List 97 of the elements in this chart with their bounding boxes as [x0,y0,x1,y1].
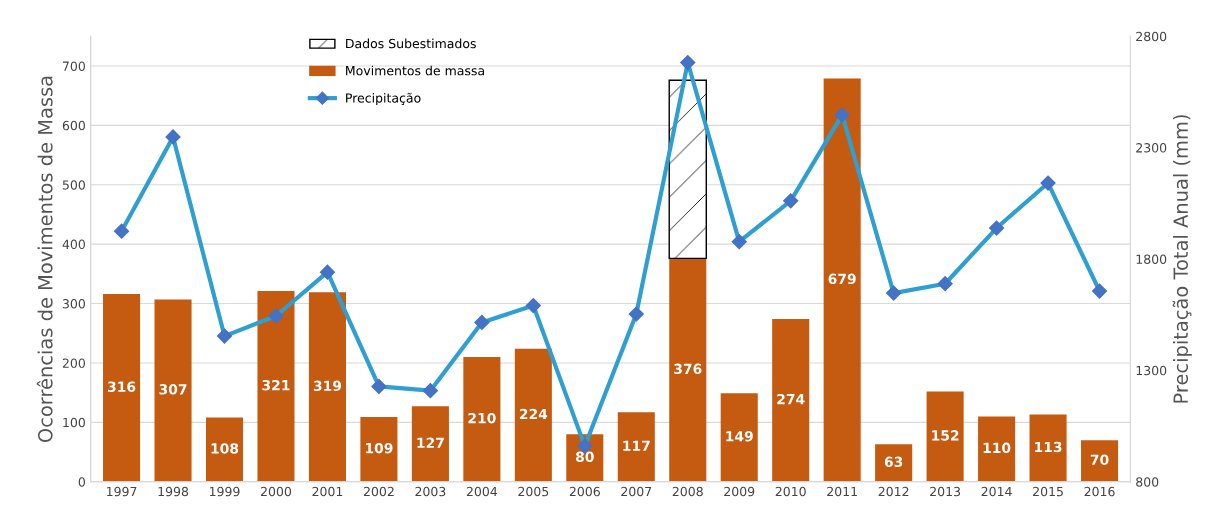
data-label: 63 [884,456,903,468]
point [371,378,387,394]
point [319,264,336,280]
bar [411,406,449,482]
bar [668,79,707,260]
data-label: 376 [674,363,702,375]
x-tick-label: 2001 [312,486,343,497]
x-tick-label: 2005 [518,486,549,497]
bar [669,258,707,482]
data-label: 113 [1035,441,1062,453]
data-label: 149 [726,431,753,442]
y-tick-label: 600 [62,120,85,131]
y2-tick-label: 2800 [1136,31,1167,42]
bar [875,444,913,482]
point [834,107,850,123]
data-label: 152 [932,430,959,441]
point [1040,175,1056,191]
x-tick-label: 2011 [827,486,857,497]
data-label: 274 [777,393,805,405]
data-label: 319 [313,380,342,392]
y-tick-label: 400 [62,239,85,250]
point [937,276,953,292]
bar [514,348,552,482]
y-tick-label: 0 [78,477,85,487]
bar [257,291,295,482]
bar [720,393,758,482]
bar [772,318,810,482]
x-tick-label: 2006 [569,486,600,497]
y2-tick-label: 800 [1136,477,1159,487]
point [525,297,541,314]
x-tick-label: 1998 [158,486,189,497]
bar [617,412,655,482]
point [731,234,747,250]
data-label: 117 [623,440,650,451]
point [989,220,1005,236]
data-label: 110 [983,442,1011,454]
y-tick-label: 700 [62,61,85,71]
data-label: 210 [468,412,496,424]
point [783,193,799,209]
point [886,285,902,301]
legend-label: Precipitação [346,92,421,106]
point [165,129,181,145]
x-tick-label: 1997 [107,486,137,497]
data-label: 321 [262,379,290,391]
bar [308,292,346,482]
x-tick-label: 1999 [209,486,240,497]
point [628,306,644,322]
point [1091,283,1108,299]
point [216,328,233,344]
y2-tick-label: 2300 [1136,143,1167,153]
y-tick-label: 200 [62,358,85,368]
y-tick-label: 100 [63,417,85,428]
bar [103,294,141,482]
data-label: 70 [1090,454,1109,465]
legend-label: Dados Subestimados [346,38,476,49]
x-tick-label: 2009 [724,486,755,497]
y-tick-label: 300 [62,299,85,309]
bar [205,417,244,482]
legend-label: Movimentos de massa [346,65,484,76]
x-tick-label: 2016 [1084,486,1115,497]
data-label: 108 [211,443,239,454]
data-label: 80 [575,451,594,463]
y-axis-title: Ocorrências de Movimentos de Massa [36,76,53,443]
x-tick-label: 2002 [363,486,394,497]
bar [926,391,964,482]
bar [1029,414,1067,482]
point [268,308,284,324]
x-tick-label: 2010 [775,486,806,497]
x-tick-label: 2008 [672,486,703,497]
point [680,54,696,71]
x-tick-label: 2004 [466,486,498,497]
data-label: 307 [159,384,187,395]
bar [1081,440,1119,482]
point [474,314,490,331]
data-label: 224 [519,408,548,420]
data-label: 679 [828,273,856,285]
bar [823,78,861,482]
x-tick-label: 2003 [415,486,446,497]
x-tick-label: 2007 [621,486,652,497]
bar [360,417,398,482]
x-tick-label: 2012 [878,486,909,497]
y2-tick-label: 1800 [1136,254,1167,264]
x-tick-label: 2000 [260,486,292,497]
x-tick-label: 2014 [981,486,1012,497]
bar [978,416,1016,482]
y-tick-label: 500 [62,180,85,190]
x-tick-label: 2015 [1033,486,1063,497]
data-label: 127 [417,437,444,448]
bar [463,357,501,482]
point [113,223,130,239]
point [422,383,438,399]
data-label: 109 [365,442,393,454]
y2-axis-title: Precipitação Total Anual (mm) [1172,115,1192,403]
x-tick-label: 2013 [930,486,961,497]
y2-tick-label: 1300 [1136,365,1167,376]
data-label: 316 [107,381,136,392]
bar [154,299,192,482]
